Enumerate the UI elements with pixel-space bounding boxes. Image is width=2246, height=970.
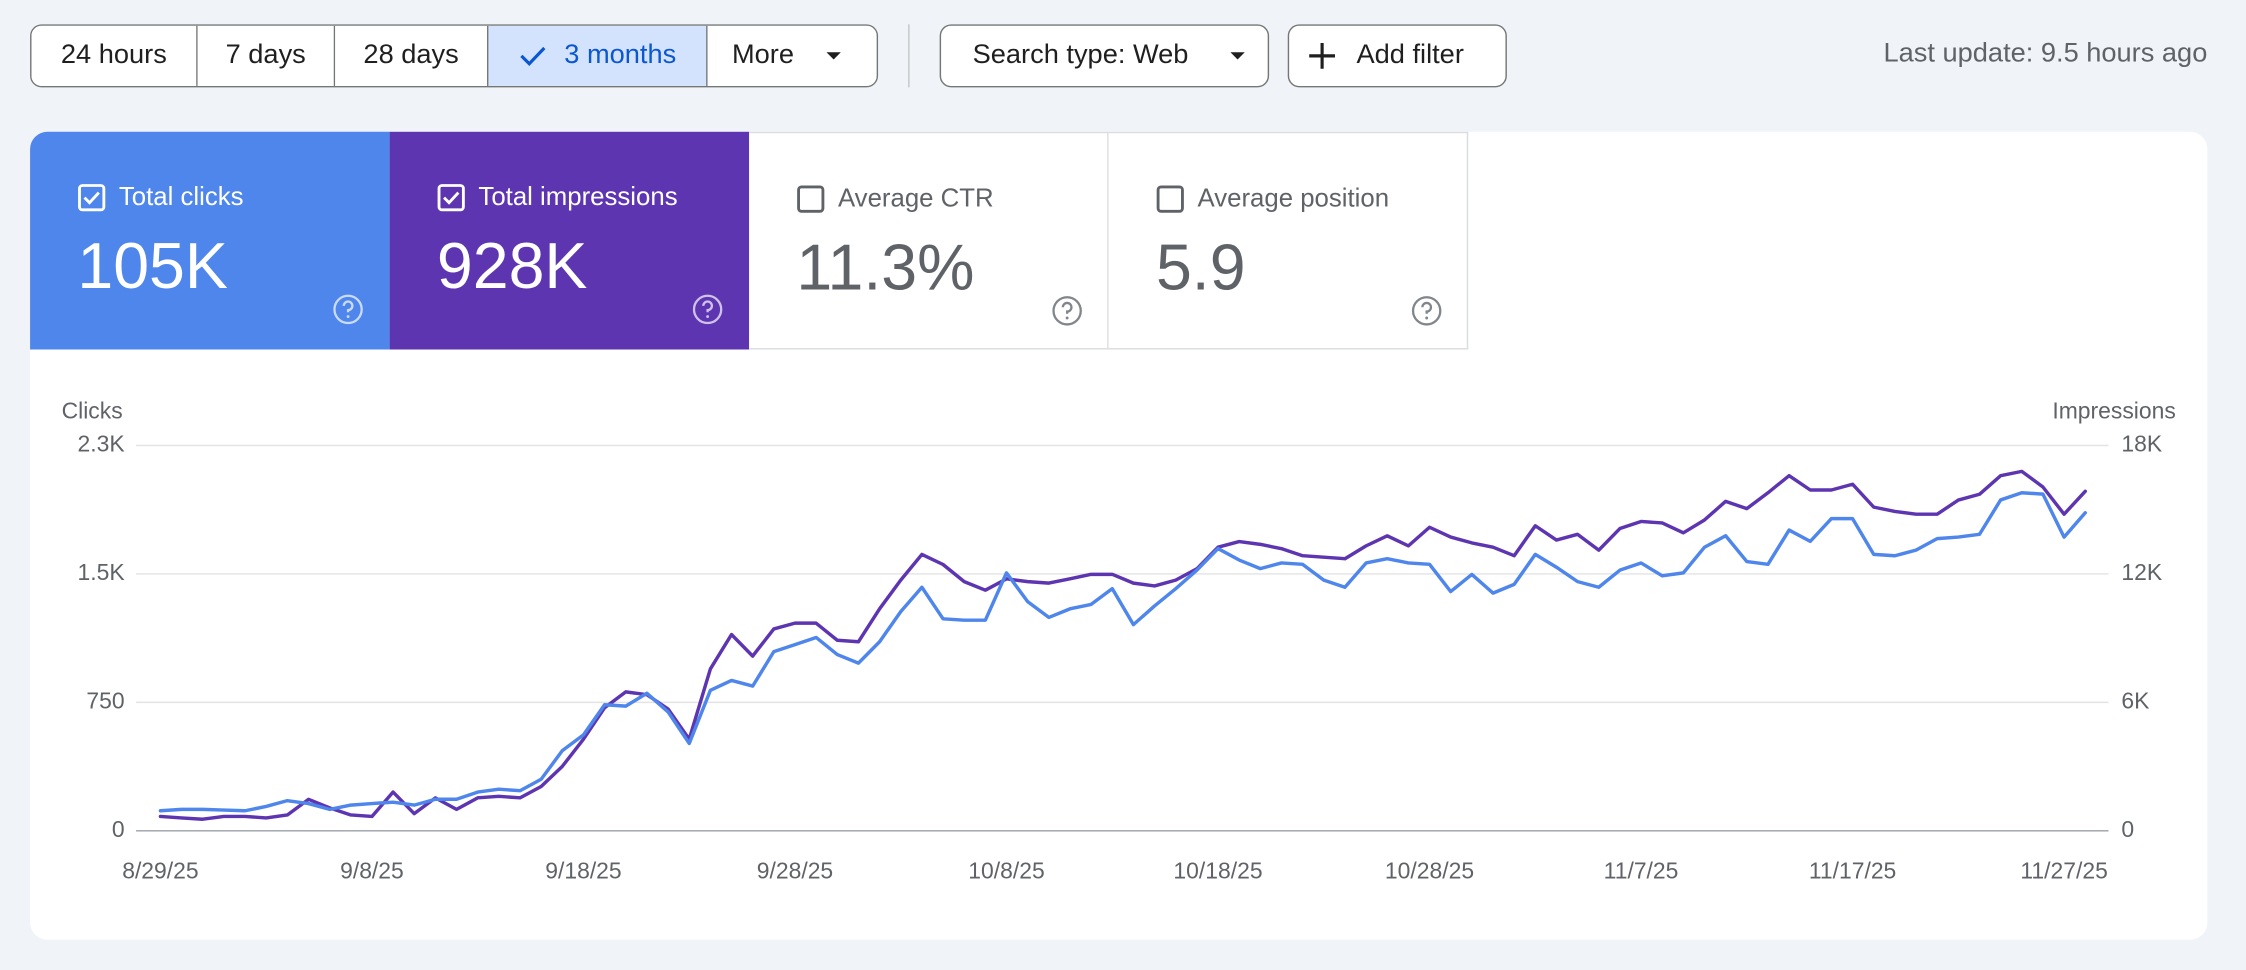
dropdown-caret — [1230, 52, 1245, 60]
x-tick-label: 11/17/25 — [1809, 857, 1896, 883]
metric-value: 5.9 — [1155, 230, 1246, 304]
date-range-button[interactable]: 24 hours — [31, 25, 198, 86]
y-axis-title: Clicks — [62, 398, 123, 424]
filter-button[interactable]: Add filter — [1287, 24, 1507, 88]
divider — [908, 24, 910, 88]
button-label: 24 hours — [60, 40, 167, 71]
metric-card[interactable]: Average position 5.9 — [1108, 131, 1469, 350]
help-icon[interactable] — [332, 294, 364, 326]
y2-tick-label: 18K — [2121, 431, 2162, 457]
button-label: 7 days — [225, 40, 306, 71]
filter-bar: Search type: Web Add filter — [939, 24, 1507, 88]
checkbox[interactable] — [796, 184, 825, 213]
x-tick-label: 9/28/25 — [757, 857, 833, 883]
x-tick-label: 11/27/25 — [2020, 857, 2107, 883]
y-tick-label: 1.5K — [77, 559, 125, 585]
metric-label: Total impressions — [478, 181, 678, 211]
metric-header: Average CTR — [796, 183, 994, 213]
metric-value: 928K — [436, 229, 588, 303]
plus-icon — [1309, 42, 1335, 69]
metric-label: Average CTR — [837, 183, 994, 212]
button-label: Search type: Web — [972, 40, 1189, 71]
button-label: 28 days — [363, 40, 459, 71]
help-icon[interactable] — [692, 294, 724, 326]
button-label: 3 months — [564, 40, 677, 71]
help-icon[interactable] — [1051, 295, 1083, 327]
y-tick-label: 2.3K — [77, 431, 125, 457]
check-icon — [520, 46, 546, 66]
date-range-selector: 24 hours 7 days 28 days 3 months More — [30, 24, 879, 88]
y2-tick-label: 6K — [2121, 687, 2150, 713]
x-tick-label: 9/18/25 — [545, 857, 621, 883]
last-update: Last update: 9.5 hours ago — [1883, 38, 2208, 69]
data-line — [158, 469, 2087, 821]
metric-header: Total clicks — [77, 181, 244, 212]
metric-header: Total impressions — [437, 182, 678, 212]
x-tick-label: 10/8/25 — [968, 857, 1044, 883]
button-label: More — [731, 40, 794, 71]
y2-tick-label: 0 — [2121, 816, 2134, 842]
help-icon[interactable] — [1411, 295, 1443, 327]
metric-value: 11.3% — [796, 230, 975, 304]
metric-header: Average position — [1156, 183, 1389, 213]
y-tick-label: 750 — [86, 687, 124, 713]
date-range-button[interactable]: 3 months — [488, 25, 708, 86]
metric-card[interactable]: Total clicks 105K — [30, 131, 390, 350]
metric-card[interactable]: Average CTR 11.3% — [749, 131, 1109, 350]
x-tick-label: 8/29/25 — [122, 857, 198, 883]
button-label: Add filter — [1356, 40, 1464, 71]
metric-card[interactable]: Total impressions 928K — [389, 131, 750, 350]
x-tick-label: 10/28/25 — [1385, 857, 1474, 883]
checkbox[interactable] — [1156, 184, 1185, 213]
metric-cards: Total clicks 105K Total impressions 928K Ave… — [30, 131, 1469, 350]
dropdown-caret — [826, 52, 841, 60]
data-line — [158, 491, 2087, 813]
x-tick-label: 9/8/25 — [340, 857, 404, 883]
metric-label: Total clicks — [118, 181, 244, 211]
checkbox[interactable] — [77, 183, 106, 212]
metric-label: Average position — [1197, 183, 1390, 212]
y-tick-label: 0 — [112, 816, 125, 842]
date-range-button[interactable]: 7 days — [197, 25, 336, 86]
metric-value: 105K — [77, 229, 228, 303]
date-range-button[interactable]: More — [707, 25, 877, 86]
filter-button[interactable]: Search type: Web — [939, 24, 1270, 88]
checkbox[interactable] — [437, 183, 466, 212]
x-tick-label: 10/18/25 — [1173, 857, 1262, 883]
date-range-button[interactable]: 28 days — [335, 25, 489, 86]
x-tick-label: 11/7/25 — [1604, 857, 1679, 883]
y2-axis-title: Impressions — [2052, 398, 2175, 424]
y2-tick-label: 12K — [2121, 559, 2162, 585]
